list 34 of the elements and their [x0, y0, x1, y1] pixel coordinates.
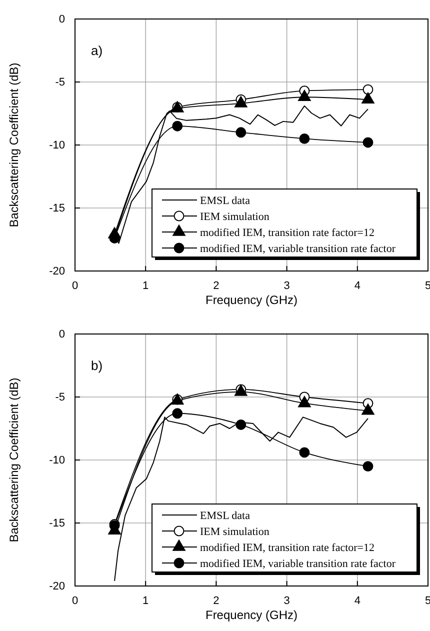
y-tick-label: -10 — [49, 454, 65, 467]
y-tick-label: -15 — [49, 518, 65, 530]
y-axis-title: Backscattering Coefficient (dB) — [7, 62, 21, 228]
x-tick-label: 4 — [354, 594, 360, 607]
legend-label: modified IEM, variable transition rate factor — [200, 558, 396, 570]
x-tick-label: 0 — [72, 594, 78, 607]
legend-label: EMSL data — [200, 510, 250, 522]
x-tick-label: 3 — [284, 594, 290, 607]
legend-label: modified IEM, transition rate factor=12 — [200, 227, 375, 239]
y-tick-label: -10 — [49, 140, 65, 152]
legend-label: EMSL data — [200, 195, 250, 207]
x-tick-label: 1 — [142, 280, 149, 292]
x-tick-label: 2 — [213, 280, 220, 292]
annotation: a) — [91, 43, 103, 58]
y-tick-label: 0 — [58, 14, 65, 26]
x-tick-label: 4 — [354, 280, 360, 292]
legend-label: modified IEM, variable transition rate factor — [200, 243, 396, 255]
legend-label: IEM simulation — [200, 211, 270, 223]
y-tick-label: -20 — [49, 580, 65, 593]
y-tick-label: -20 — [49, 266, 65, 278]
legend-label: IEM simulation — [200, 526, 270, 538]
y-tick-label: -15 — [49, 202, 65, 215]
x-tick-label: 1 — [142, 594, 149, 607]
y-tick-label: -5 — [55, 76, 65, 89]
x-tick-label: 0 — [72, 280, 78, 292]
x-tick-label: 3 — [284, 280, 290, 292]
legend-label: modified IEM, transition rate factor=12 — [200, 542, 375, 554]
annotation: b) — [91, 358, 103, 373]
x-axis-title: Frequency (GHz) — [205, 293, 298, 307]
y-tick-label: -5 — [55, 392, 65, 404]
x-tick-label: 2 — [213, 594, 220, 607]
x-axis-title: Frequency (GHz) — [205, 608, 298, 622]
y-tick-label: 0 — [58, 328, 65, 341]
y-axis-title: Backscattering Coefficient (dB) — [7, 378, 21, 542]
